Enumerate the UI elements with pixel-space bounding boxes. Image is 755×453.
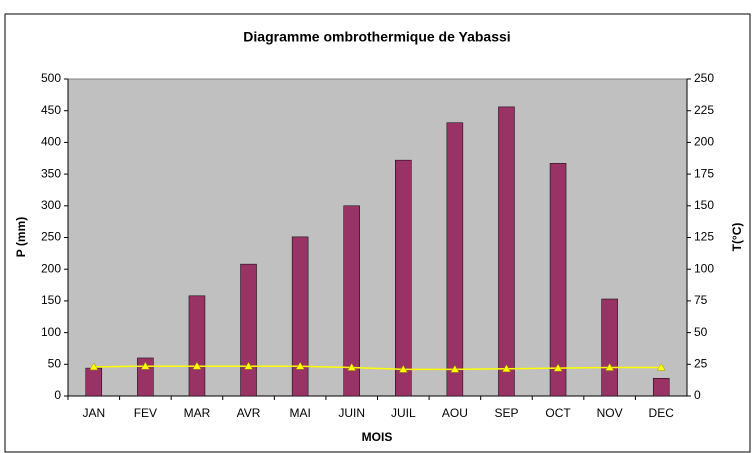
x-tick-label: DEC bbox=[649, 406, 675, 420]
x-tick-label: FEV bbox=[134, 406, 157, 420]
y2-tick-label: 225 bbox=[694, 103, 714, 117]
bar bbox=[549, 163, 567, 397]
x-tick-label: AOU bbox=[442, 406, 468, 420]
x-tick-label: NOV bbox=[597, 406, 623, 420]
x-tick-label: OCT bbox=[545, 406, 571, 420]
y-tick-label: 350 bbox=[41, 166, 61, 180]
y2-tick-label: 125 bbox=[694, 230, 714, 244]
y-tick-label: 400 bbox=[41, 135, 61, 149]
y-tick-label: 450 bbox=[41, 103, 61, 117]
x-tick-label: MAI bbox=[289, 406, 310, 420]
temperature-marker bbox=[244, 361, 253, 370]
temperature-marker bbox=[192, 361, 202, 370]
bar bbox=[395, 159, 412, 397]
y2-tick-label: 0 bbox=[694, 388, 701, 402]
bar bbox=[85, 367, 103, 397]
y-tick-label: 150 bbox=[41, 293, 61, 307]
bar bbox=[188, 295, 206, 397]
temperature-marker bbox=[89, 362, 99, 371]
bar bbox=[343, 205, 360, 397]
y-tick-label: 200 bbox=[41, 261, 61, 275]
y-tick-label: 50 bbox=[48, 356, 62, 370]
temperature-marker bbox=[347, 362, 357, 371]
x-tick-label: AVR bbox=[237, 406, 261, 420]
y-tick-label: 500 bbox=[41, 71, 61, 85]
temperature-marker bbox=[605, 362, 615, 371]
y2-tick-label: 175 bbox=[694, 166, 714, 180]
bar bbox=[240, 263, 257, 397]
y2-axis-title: T(°C) bbox=[730, 223, 744, 252]
y2-tick-label: 75 bbox=[694, 293, 708, 307]
y2-tick-label: 250 bbox=[694, 71, 714, 85]
temperature-marker bbox=[553, 363, 563, 372]
chart-title: Diagramme ombrothermique de Yabassi bbox=[243, 29, 510, 45]
y2-tick-label: 150 bbox=[694, 198, 714, 212]
bar bbox=[446, 122, 464, 397]
temperature-marker bbox=[398, 364, 408, 373]
bar bbox=[498, 106, 515, 397]
x-tick-label: MAR bbox=[184, 406, 211, 420]
x-tick-label: SEP bbox=[494, 406, 518, 420]
bar bbox=[601, 298, 618, 397]
temperature-marker bbox=[450, 364, 460, 373]
y-tick-label: 250 bbox=[41, 230, 61, 244]
bar bbox=[291, 236, 309, 397]
temperature-line bbox=[93, 365, 662, 371]
x-tick-label: JUIN bbox=[338, 406, 365, 420]
temperature-marker bbox=[295, 361, 305, 370]
y-tick-label: 300 bbox=[41, 198, 61, 212]
x-axis-title: MOIS bbox=[362, 430, 393, 444]
y2-tick-label: 25 bbox=[694, 356, 708, 370]
y2-tick-label: 100 bbox=[694, 261, 714, 275]
y2-tick-label: 50 bbox=[694, 325, 708, 339]
temperature-marker bbox=[656, 362, 666, 371]
bar bbox=[137, 357, 154, 397]
bar bbox=[652, 377, 670, 397]
y2-tick-label: 200 bbox=[694, 135, 714, 149]
x-tick-label: JUIL bbox=[391, 406, 416, 420]
temperature-marker bbox=[140, 361, 150, 370]
y-axis-title: P (mm) bbox=[14, 217, 28, 257]
plot-area bbox=[67, 78, 688, 397]
y-tick-label: 100 bbox=[41, 325, 61, 339]
x-tick-label: JAN bbox=[82, 406, 105, 420]
y-tick-label: 0 bbox=[54, 388, 61, 402]
temperature-marker bbox=[502, 364, 511, 372]
